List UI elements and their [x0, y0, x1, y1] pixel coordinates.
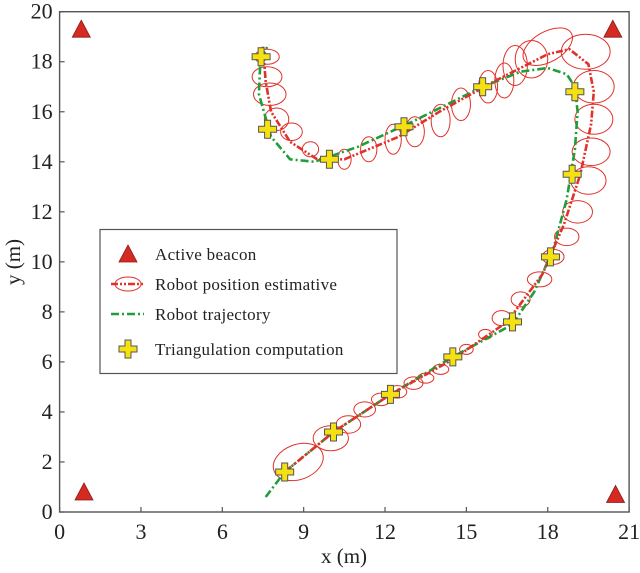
- x-tick-label: 21: [618, 519, 640, 544]
- uncertainty-ellipse: [574, 103, 614, 135]
- uncertainty-ellipse: [251, 66, 283, 88]
- triangulation-point: [380, 384, 400, 404]
- triangulation-point: [394, 117, 414, 137]
- x-tick-label: 6: [217, 519, 228, 544]
- triangulation-point: [502, 312, 522, 332]
- beacon-marker: [603, 19, 623, 38]
- x-tick-label: 9: [298, 519, 309, 544]
- beacon-marker: [71, 19, 91, 38]
- legend: Active beacon Robot position estimative …: [99, 228, 398, 375]
- triangulation-point: [275, 462, 295, 482]
- triangulation-point: [258, 119, 278, 139]
- uncertainty-ellipse: [353, 401, 377, 418]
- beacon-marker: [74, 482, 94, 501]
- x-tick-label: 0: [54, 519, 65, 544]
- estimate-line: [261, 46, 596, 474]
- uncertainty-ellipse: [510, 291, 531, 308]
- uncertainty-ellipse: [360, 136, 378, 163]
- x-tick-label: 18: [537, 519, 559, 544]
- triangulation-point: [540, 247, 560, 267]
- uncertainty-ellipse: [459, 343, 474, 355]
- y-tick-label: 18: [31, 49, 53, 74]
- triangulation-point: [562, 164, 582, 184]
- x-tick-label: 12: [374, 519, 396, 544]
- x-tick-label: 15: [455, 519, 477, 544]
- triangulation-point: [251, 47, 271, 67]
- legend-box: [99, 228, 398, 375]
- beacon-marker: [605, 484, 626, 503]
- uncertainty-ellipse: [514, 39, 549, 79]
- y-tick-label: 2: [42, 449, 53, 474]
- legend-label-estimate: Robot position estimative: [155, 275, 337, 294]
- legend-label-triangulation: Triangulation computation: [155, 340, 344, 359]
- y-axis-label: y (m): [1, 239, 25, 285]
- triangulation-point: [565, 82, 585, 102]
- triangulation-point: [319, 149, 339, 169]
- y-tick-label: 12: [31, 199, 53, 224]
- y-tick-label: 0: [42, 499, 53, 524]
- triangulation-point: [473, 77, 493, 97]
- uncertainty-ellipse: [522, 27, 573, 67]
- uncertainty-ellipse: [301, 141, 320, 158]
- uncertainty-ellipse: [560, 33, 611, 70]
- x-tick-label: 3: [135, 519, 146, 544]
- uncertainty-ellipse: [430, 103, 451, 138]
- legend-label-beacon: Active beacon: [155, 245, 257, 264]
- legend-triangulation-icon: [118, 339, 138, 359]
- x-axis-label: x (m): [321, 544, 367, 568]
- y-tick-label: 16: [31, 99, 53, 124]
- y-tick-label: 4: [42, 399, 53, 424]
- y-tick-label: 8: [42, 299, 53, 324]
- uncertainty-ellipse: [571, 137, 611, 167]
- legend-beacon-icon: [118, 244, 138, 263]
- y-tick-label: 14: [31, 149, 53, 174]
- legend-label-trajectory: Robot trajectory: [155, 305, 271, 324]
- triangulation-point: [324, 422, 344, 442]
- y-tick-label: 6: [42, 349, 53, 374]
- uncertainty-ellipse: [502, 44, 528, 86]
- uncertainty-ellipse: [280, 122, 303, 142]
- y-tick-label: 20: [31, 0, 53, 24]
- uncertainty-ellipse: [384, 123, 402, 155]
- uncertainty-ellipse: [272, 442, 324, 482]
- y-tick-label: 10: [31, 249, 53, 274]
- trajectory-line: [257, 43, 579, 498]
- uncertainty-ellipse: [526, 271, 553, 288]
- triangulation-point: [443, 347, 463, 367]
- uncertainty-ellipse: [554, 227, 580, 247]
